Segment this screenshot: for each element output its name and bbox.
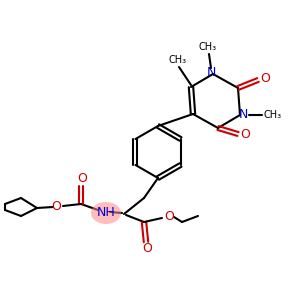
Text: N: N xyxy=(238,109,248,122)
Text: O: O xyxy=(51,200,61,212)
Text: NH: NH xyxy=(97,206,116,218)
Text: CH₃: CH₃ xyxy=(199,42,217,52)
Text: O: O xyxy=(164,211,174,224)
Text: CH₃: CH₃ xyxy=(264,110,282,120)
Text: CH₃: CH₃ xyxy=(169,55,187,65)
Text: O: O xyxy=(142,242,152,256)
Ellipse shape xyxy=(91,202,121,224)
Text: N: N xyxy=(206,67,216,80)
Text: O: O xyxy=(77,172,87,185)
Text: O: O xyxy=(240,128,250,142)
Text: O: O xyxy=(260,71,270,85)
